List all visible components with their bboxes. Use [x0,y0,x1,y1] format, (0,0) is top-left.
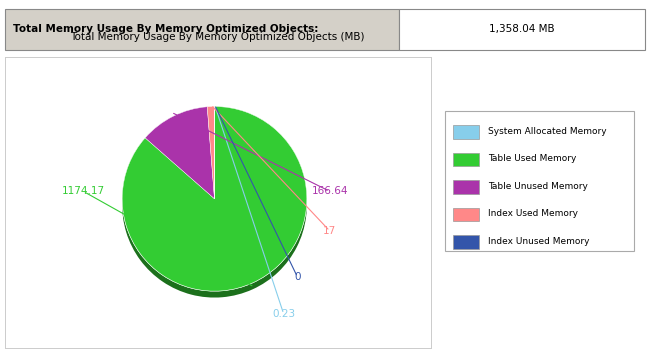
FancyBboxPatch shape [398,9,645,50]
Wedge shape [122,106,307,291]
Text: Total Memory Usage By Memory Optimized Objects:: Total Memory Usage By Memory Optimized O… [13,24,318,34]
Text: Index Used Memory: Index Used Memory [488,209,578,218]
Wedge shape [122,106,307,291]
Wedge shape [145,113,214,205]
FancyBboxPatch shape [453,235,479,249]
Wedge shape [207,106,214,199]
FancyBboxPatch shape [445,111,634,251]
Text: 1174.17: 1174.17 [62,186,105,196]
Wedge shape [145,107,214,199]
Text: 0: 0 [294,272,301,282]
Text: 0.23: 0.23 [272,309,295,319]
Text: 1,358.04 MB: 1,358.04 MB [489,24,555,34]
FancyBboxPatch shape [5,9,398,50]
Text: System Allocated Memory: System Allocated Memory [488,127,606,136]
FancyBboxPatch shape [453,125,479,138]
Wedge shape [207,106,214,199]
Wedge shape [122,113,307,297]
Wedge shape [207,113,214,205]
FancyBboxPatch shape [453,208,479,221]
Text: 166.64: 166.64 [311,186,348,196]
FancyBboxPatch shape [453,180,479,194]
Text: Table Used Memory: Table Used Memory [488,154,577,163]
Text: Table Unused Memory: Table Unused Memory [488,182,588,191]
Text: Index Unused Memory: Index Unused Memory [488,237,590,246]
Text: Total Memory Usage By Memory Optimized Objects (MB): Total Memory Usage By Memory Optimized O… [70,32,365,42]
Wedge shape [145,107,214,199]
FancyBboxPatch shape [453,153,479,166]
Text: 17: 17 [323,226,337,236]
